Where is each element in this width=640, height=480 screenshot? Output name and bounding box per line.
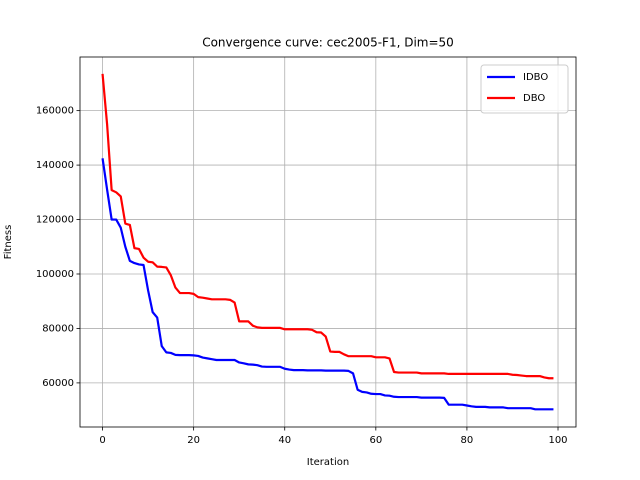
x-tick-label: 100	[548, 435, 567, 446]
x-tick-label: 80	[461, 435, 474, 446]
plot-frame	[79, 56, 577, 428]
y-tick-label: 100000	[36, 269, 74, 280]
x-tick-label: 60	[369, 435, 382, 446]
y-tick-label: 140000	[36, 160, 74, 171]
legend-label: IDBO	[523, 72, 548, 83]
legend-label: DBO	[523, 93, 545, 104]
y-tick-label: 160000	[36, 106, 74, 117]
y-tick-label: 80000	[42, 323, 74, 334]
chart-title: Convergence curve: cec2005-F1, Dim=50	[202, 36, 454, 50]
y-tick-label: 120000	[36, 215, 74, 226]
x-tick-label: 0	[99, 435, 105, 446]
y-axis-label: Fitness	[3, 225, 14, 260]
x-axis-label: Iteration	[307, 457, 349, 468]
x-tick-label: 40	[278, 435, 291, 446]
x-tick-label: 20	[187, 435, 200, 446]
series-line	[101, 158, 554, 411]
series-line	[101, 73, 554, 380]
y-tick-label: 60000	[42, 378, 74, 389]
